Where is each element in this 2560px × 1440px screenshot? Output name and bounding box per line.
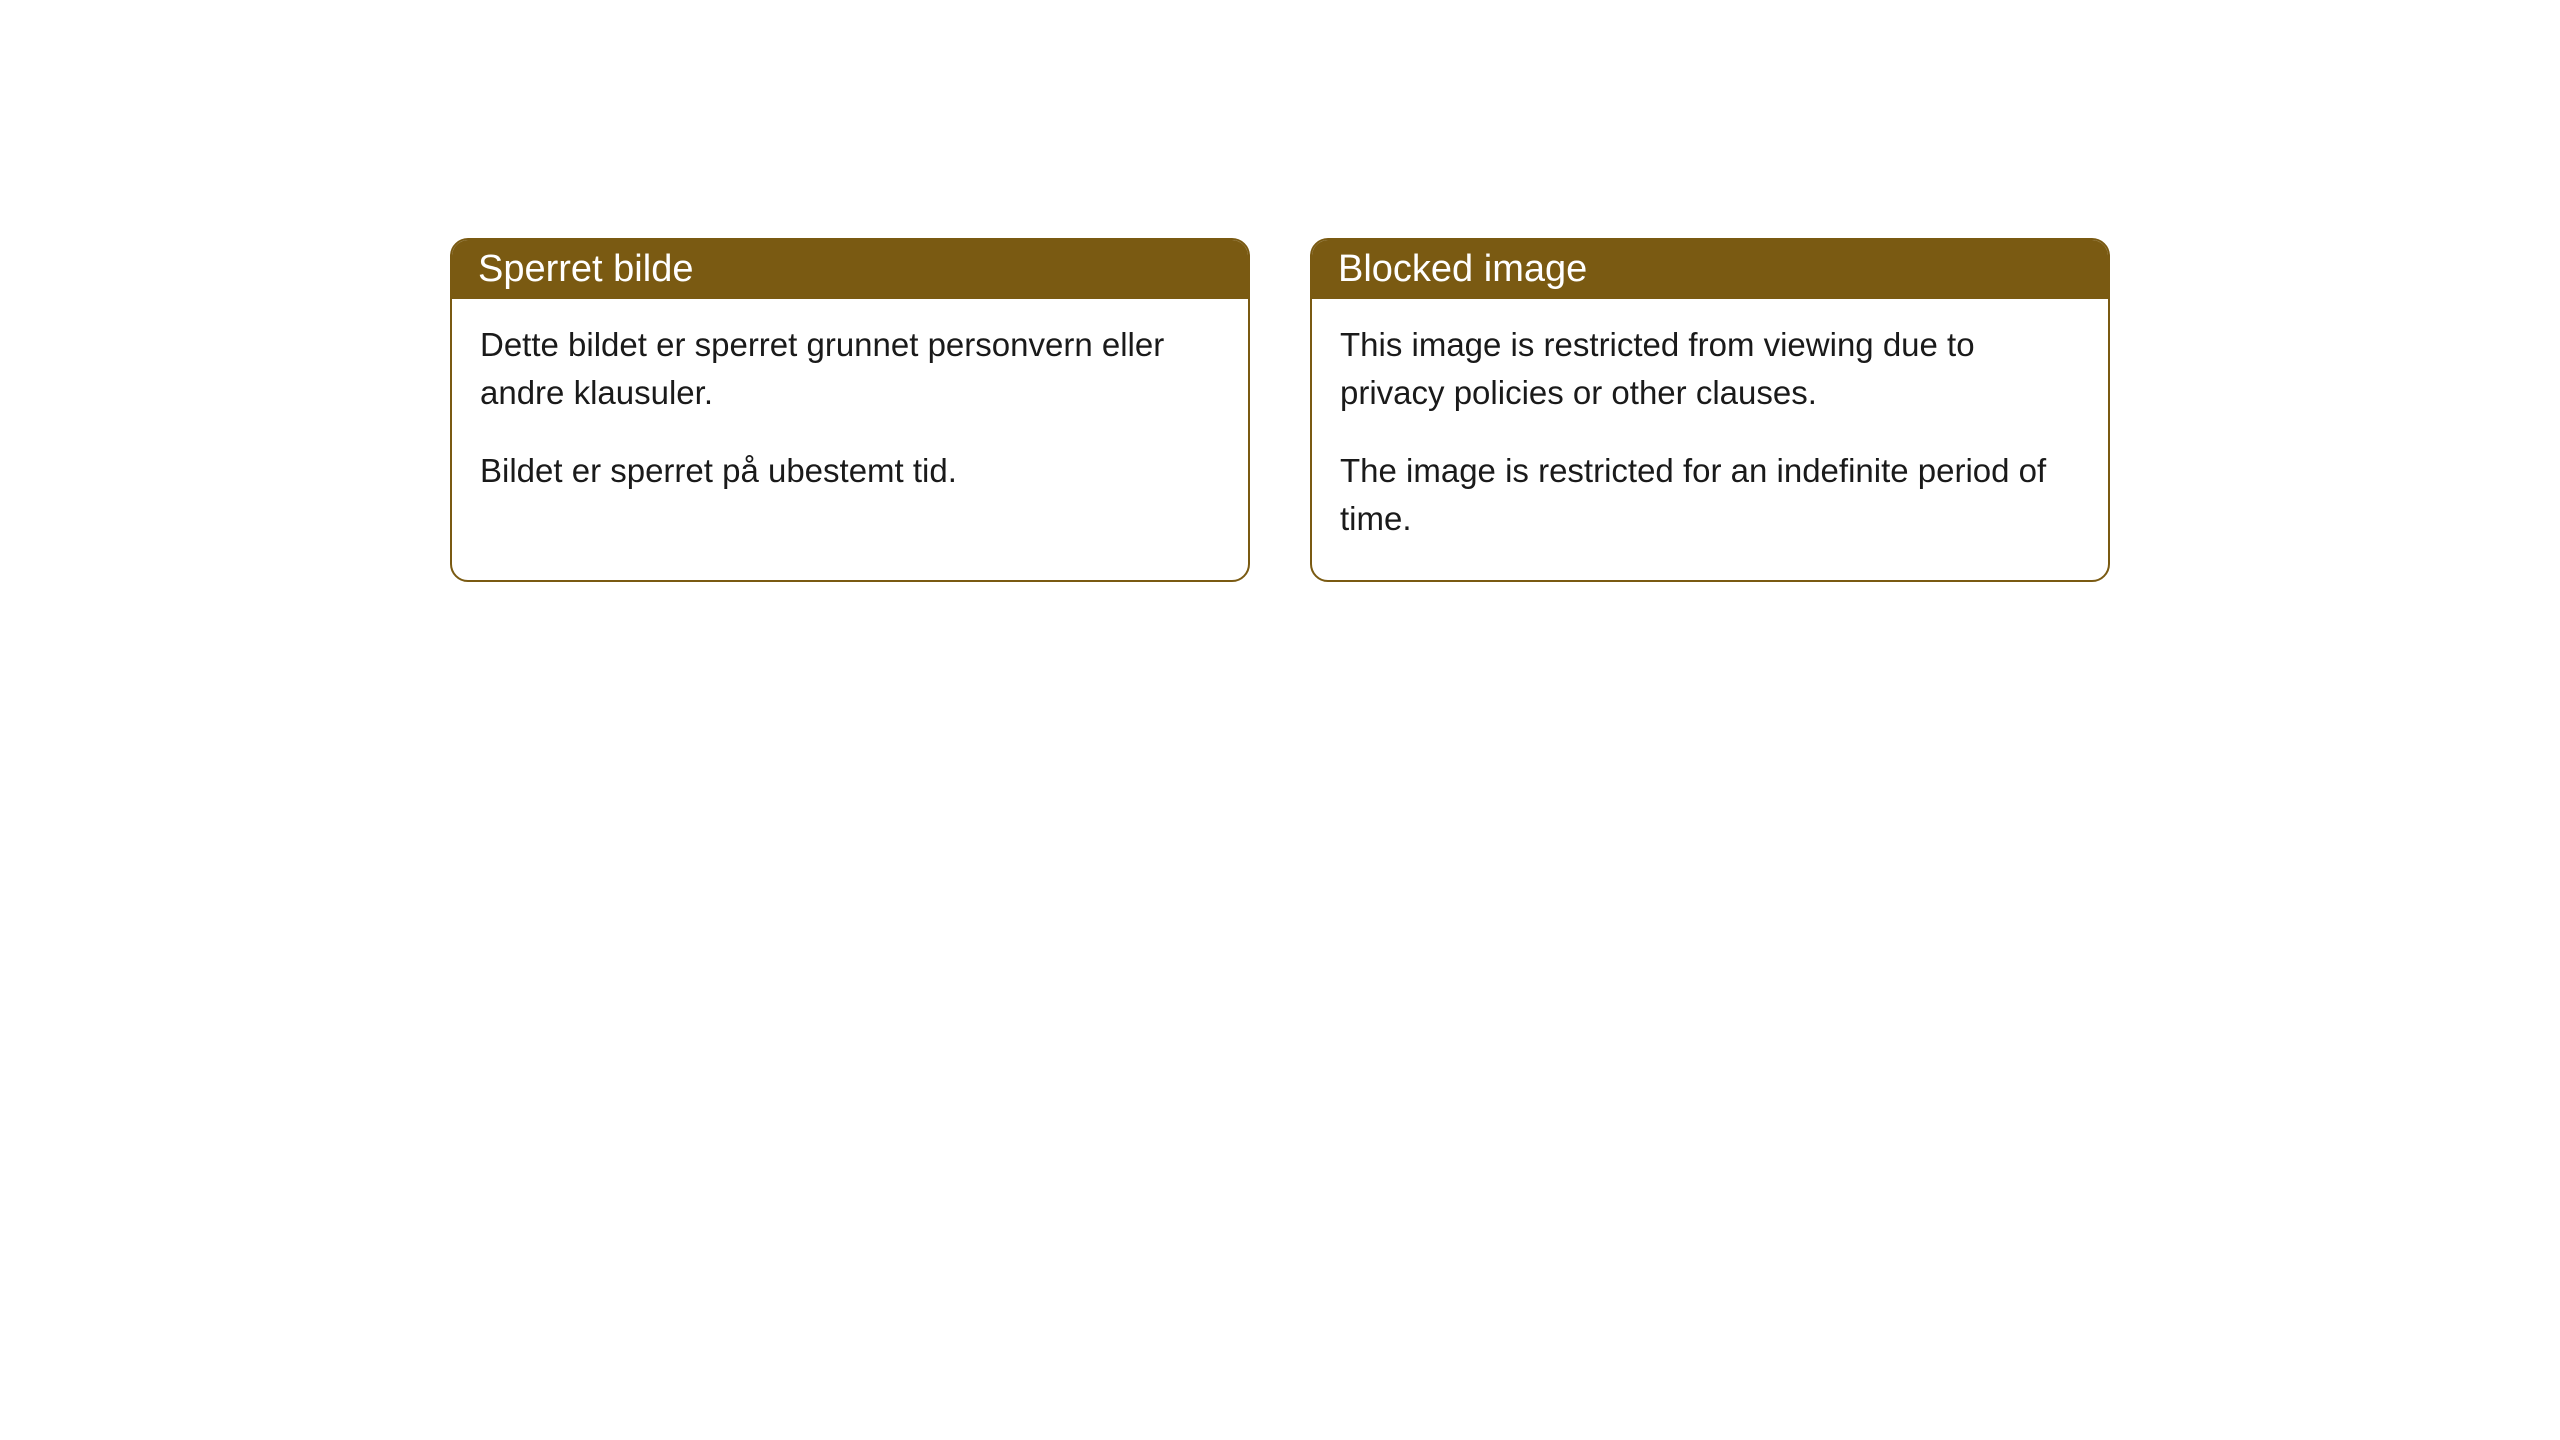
card-body-norwegian: Dette bildet er sperret grunnet personve… bbox=[452, 299, 1248, 533]
card-header-english: Blocked image bbox=[1312, 240, 2108, 299]
card-body-english: This image is restricted from viewing du… bbox=[1312, 299, 2108, 580]
card-title: Sperret bilde bbox=[478, 248, 693, 290]
card-header-norwegian: Sperret bilde bbox=[452, 240, 1248, 299]
notice-cards-container: Sperret bilde Dette bildet er sperret gr… bbox=[0, 238, 2560, 582]
notice-card-norwegian: Sperret bilde Dette bildet er sperret gr… bbox=[450, 238, 1250, 582]
card-title: Blocked image bbox=[1338, 248, 1587, 290]
card-paragraph: Bildet er sperret på ubestemt tid. bbox=[480, 447, 1220, 495]
card-paragraph: Dette bildet er sperret grunnet personve… bbox=[480, 321, 1220, 417]
card-paragraph: This image is restricted from viewing du… bbox=[1340, 321, 2080, 417]
notice-card-english: Blocked image This image is restricted f… bbox=[1310, 238, 2110, 582]
card-paragraph: The image is restricted for an indefinit… bbox=[1340, 447, 2080, 543]
